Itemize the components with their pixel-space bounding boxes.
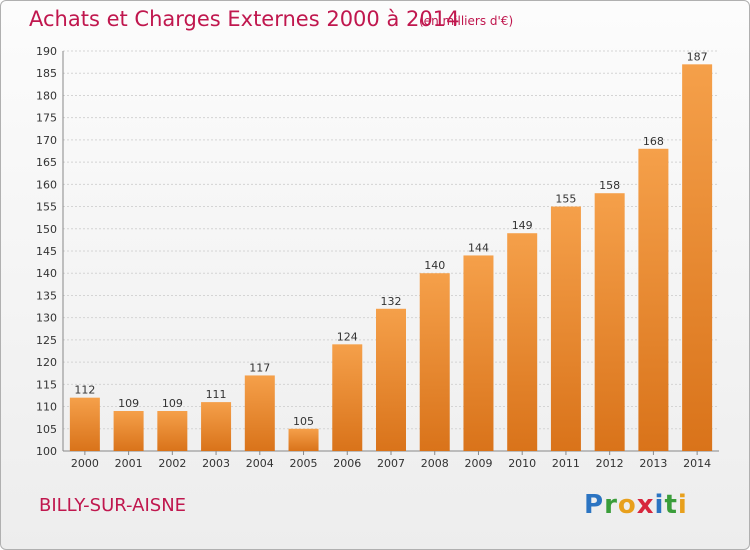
data-label-2008: 140 [424,259,445,272]
y-tick-label: 140 [36,267,57,280]
y-tick-label: 130 [36,312,57,325]
data-label-2013: 168 [643,135,664,148]
data-label-2001: 109 [118,397,139,410]
data-label-2014: 187 [687,50,708,63]
data-label-2002: 109 [162,397,183,410]
y-tick-label: 185 [36,67,57,80]
data-label-2009: 144 [468,241,489,254]
data-label-2012: 158 [599,179,620,192]
bar-2004 [244,375,275,451]
y-tick-label: 120 [36,356,57,369]
bar-2009 [463,255,494,451]
x-tick-label: 2005 [290,457,318,470]
y-tick-label: 125 [36,334,57,347]
y-tick-label: 170 [36,134,57,147]
y-tick-label: 175 [36,112,57,125]
x-tick-label: 2003 [202,457,230,470]
x-tick-label: 2000 [71,457,99,470]
x-tick-label: 2002 [158,457,186,470]
x-tick-label: 2010 [508,457,536,470]
x-tick-label: 2006 [333,457,361,470]
y-tick-label: 100 [36,445,57,458]
y-tick-label: 155 [36,201,57,214]
bar-2010 [507,233,538,451]
x-tick-labels: 2000 2001 2002 2003 2004 2005 2006 2007 2008 2009… [71,457,711,470]
bar-2008 [419,273,450,451]
data-label-2011: 155 [555,193,576,206]
y-tick-label: 110 [36,401,57,414]
x-tick-label: 2013 [639,457,667,470]
commune-name: BILLY-SUR-AISNE [39,495,187,516]
bar-2014 [682,64,713,452]
bar-2012 [594,193,625,451]
chart-title: Achats et Charges Externes 2000 à 2014 [29,7,460,31]
chart-subtitle: (en milliers d'€) [419,14,514,28]
data-label-2003: 111 [206,388,227,401]
data-labels: 112 109 109 111 117 105 124 132 140 144 149 155 158 1… [74,50,707,427]
bar-2011 [550,206,581,451]
bar-2013 [638,148,669,451]
data-label-2006: 124 [337,330,358,343]
proxiti-logo: Proxiti [584,490,688,520]
x-tick-label: 2008 [421,457,449,470]
data-label-2010: 149 [512,219,533,232]
y-tick-label: 115 [36,378,57,391]
y-tick-label: 180 [36,89,57,102]
data-label-2004: 117 [249,361,270,374]
y-tick-labels: 100 105 110 115 120 125 130 135 140 145 150 155 160 1… [36,45,57,458]
y-tick-label: 190 [36,45,57,58]
bar-2007 [376,308,406,451]
y-tick-label: 165 [36,156,57,169]
y-tick-label: 160 [36,178,57,191]
data-label-2000: 112 [74,384,95,397]
bar-2003 [201,402,232,451]
x-tick-label: 2004 [246,457,274,470]
bars [69,64,713,452]
bar-2000 [69,397,100,451]
y-tick-label: 135 [36,289,57,302]
y-tick-label: 150 [36,223,57,236]
bar-2002 [157,411,188,451]
x-tick-label: 2007 [377,457,405,470]
x-tick-label: 2011 [552,457,580,470]
data-label-2005: 105 [293,415,314,428]
x-tick-label: 2009 [464,457,492,470]
data-label-2007: 132 [381,295,402,308]
bar-2005 [288,428,319,451]
bar-2001 [113,411,144,451]
y-tick-label: 105 [36,423,57,436]
y-tick-label: 145 [36,245,57,258]
x-tick-label: 2014 [683,457,711,470]
x-tick-label: 2012 [596,457,624,470]
bar-2006 [332,344,363,451]
x-tick-label: 2001 [115,457,143,470]
